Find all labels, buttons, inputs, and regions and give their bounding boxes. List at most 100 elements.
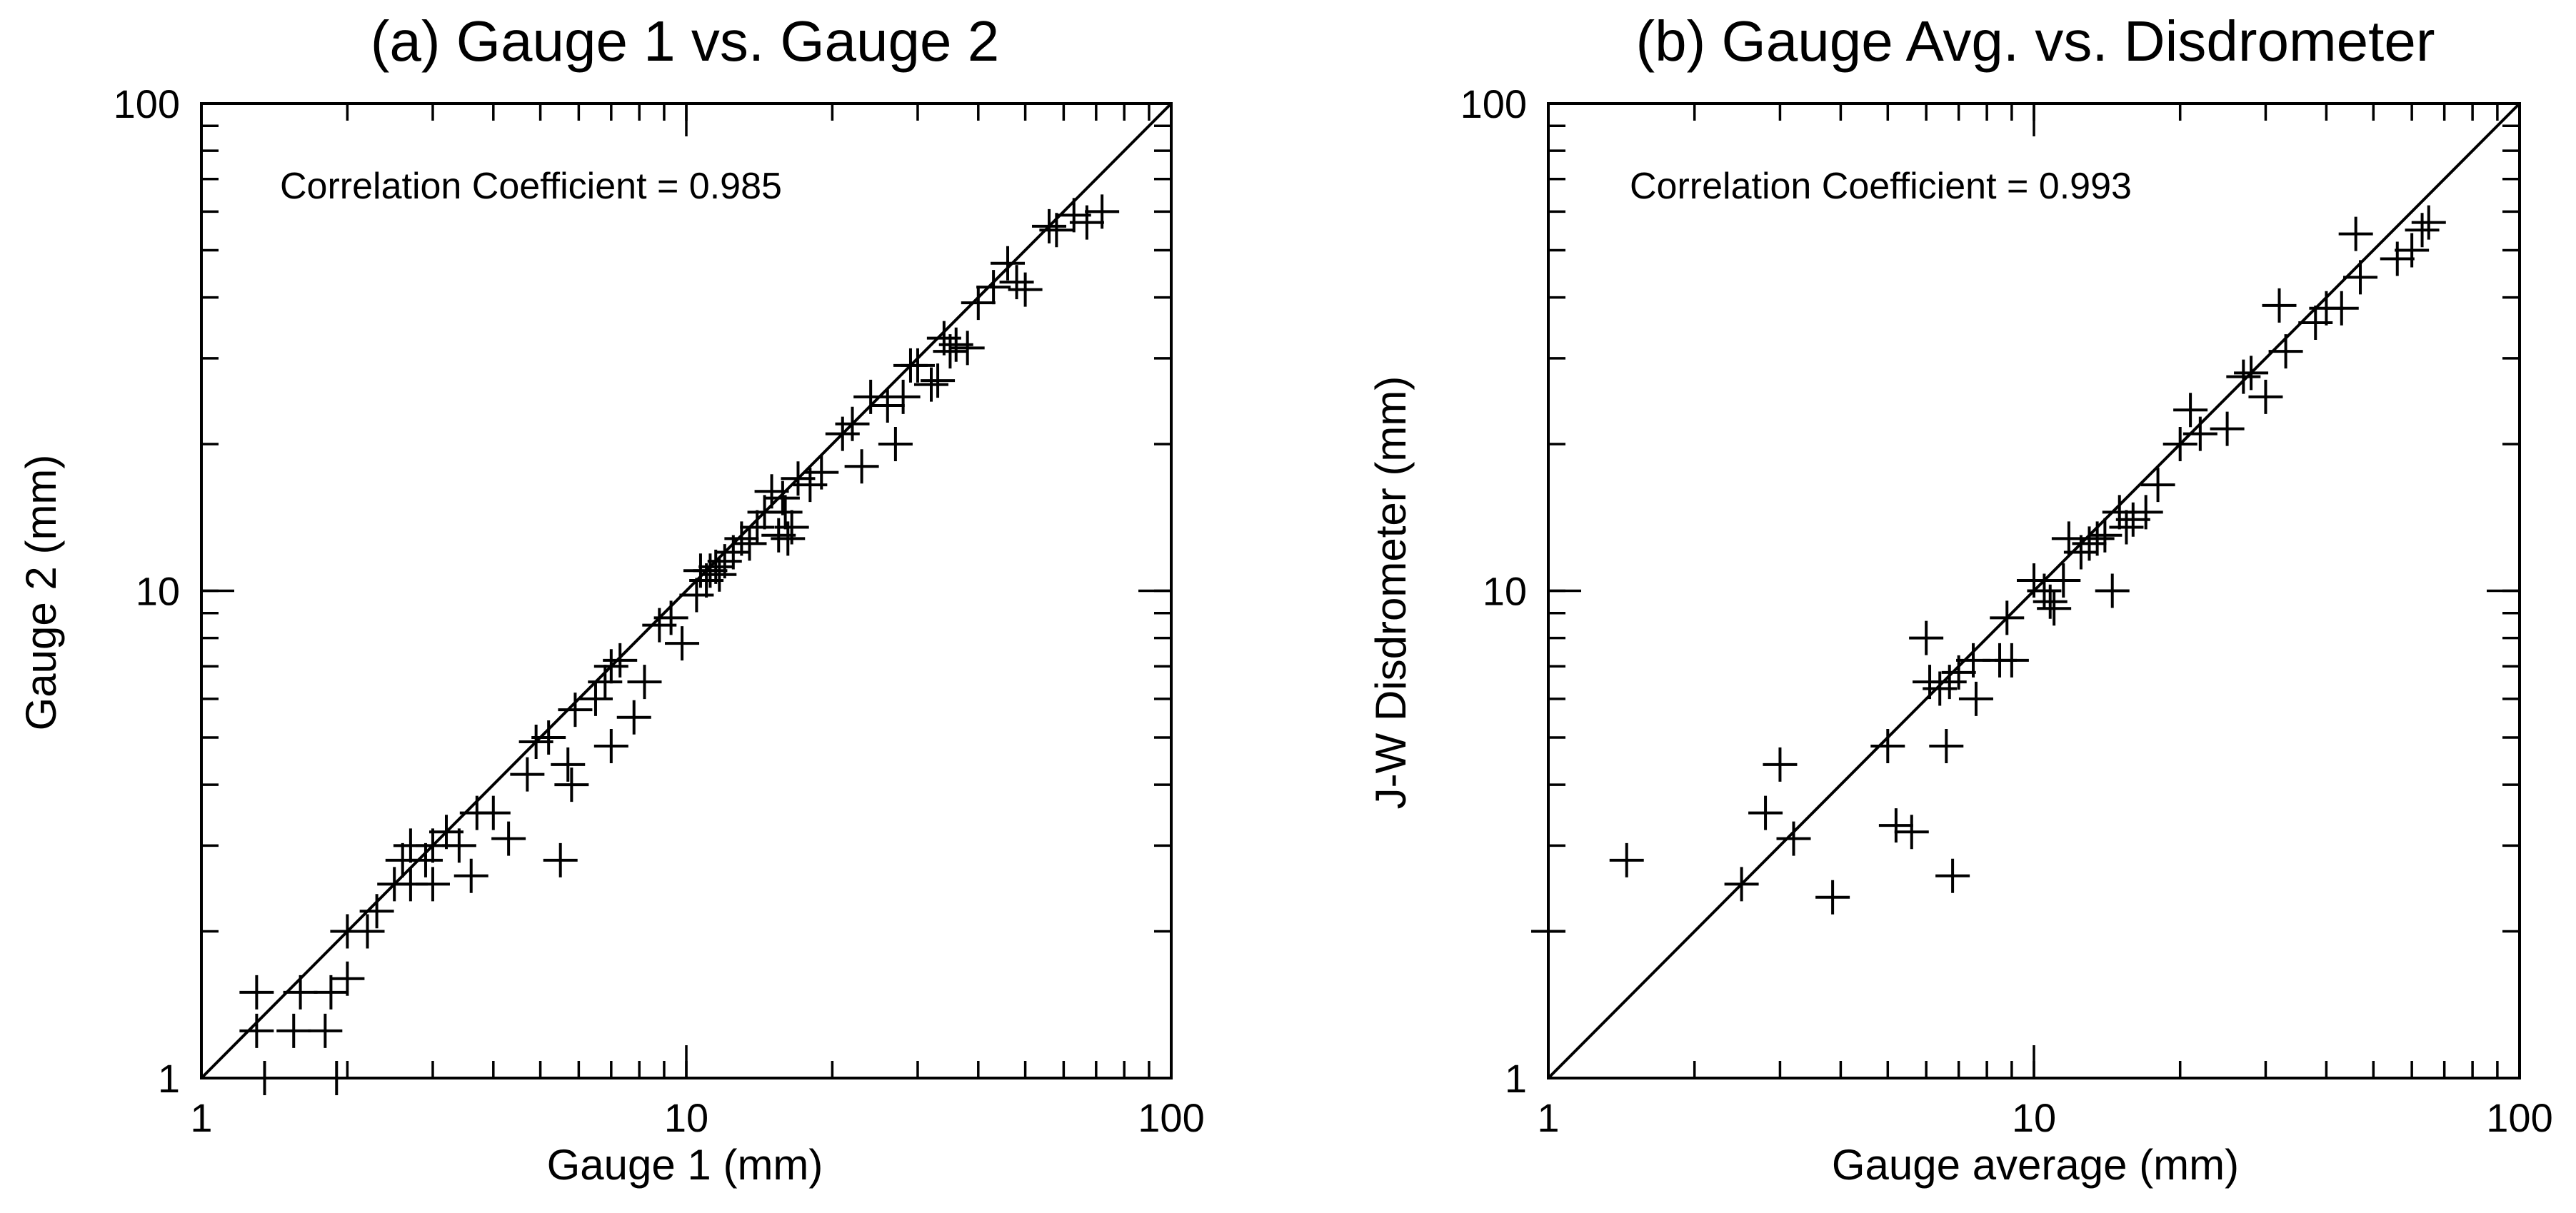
chart-b-plot-frame (1547, 102, 2521, 1079)
data-point (359, 894, 394, 929)
data-point (900, 348, 935, 383)
data-point (1008, 272, 1043, 307)
data-point (2343, 260, 2378, 295)
data-point (2033, 584, 2068, 619)
data-point (1748, 795, 1783, 830)
data-point (2088, 518, 2123, 553)
data-point (2234, 356, 2269, 391)
data-point (878, 427, 913, 462)
chart-b-title: (b) Gauge Avg. vs. Disdrometer (1636, 9, 2435, 73)
data-point (1894, 815, 1929, 850)
data-point (653, 600, 688, 635)
data-point (627, 665, 662, 700)
data-point (2173, 393, 2208, 428)
data-point (239, 1013, 274, 1048)
data-point (2128, 495, 2163, 530)
data-point (593, 729, 628, 764)
data-point (491, 821, 526, 856)
y-tick-label: 100 (1460, 81, 1527, 126)
data-point (578, 681, 613, 716)
data-point (1039, 213, 1074, 248)
data-point (870, 388, 905, 423)
data-point (283, 975, 318, 1010)
data-point (276, 1013, 311, 1048)
data-point (732, 526, 767, 561)
data-point (913, 367, 948, 402)
data-point (2411, 205, 2446, 240)
data-point (740, 510, 775, 545)
data-point (886, 379, 921, 414)
chart-b-markers (1531, 205, 2446, 949)
chart-a-xlabel: Gauge 1 (mm) (547, 1141, 823, 1189)
data-point (1609, 842, 1644, 877)
data-point (1870, 729, 1905, 764)
data-point (768, 495, 803, 530)
data-point (2140, 468, 2175, 503)
data-point (2324, 291, 2359, 326)
data-point (2046, 563, 2081, 598)
chart-b-ylabel: J-W Disdrometer (mm) (1367, 376, 1415, 810)
chart-a-correlation-annotation: Correlation Coefficient = 0.985 (280, 166, 782, 207)
data-point (961, 286, 996, 321)
data-point (314, 975, 349, 1010)
data-point (702, 557, 737, 592)
data-point (2405, 213, 2440, 248)
x-tick-label: 1 (1537, 1095, 1559, 1140)
data-point (693, 553, 728, 588)
data-point (761, 518, 796, 553)
y-tick-label: 10 (1483, 569, 1527, 614)
data-point (1724, 867, 1759, 902)
data-point (2226, 359, 2261, 394)
data-point (2248, 379, 2283, 414)
data-point (551, 747, 586, 782)
data-point (1958, 681, 1993, 716)
data-point (835, 406, 870, 441)
data-point (239, 975, 274, 1010)
data-point (1909, 620, 1944, 655)
chart-a-ylabel: Gauge 2 (mm) (17, 455, 65, 731)
data-point (950, 331, 985, 366)
x-tick-label: 10 (2012, 1095, 2056, 1140)
data-point (531, 720, 566, 755)
y-tick-label: 1 (1505, 1056, 1527, 1101)
x-tick-label: 10 (664, 1095, 708, 1140)
data-point (1032, 208, 1067, 243)
data-point (1935, 858, 1970, 893)
x-tick-label: 100 (2486, 1095, 2552, 1140)
data-point (415, 867, 450, 902)
chart-b-xlabel: Gauge average (mm) (1832, 1141, 2239, 1189)
data-point (2338, 216, 2373, 251)
x-tick-label: 100 (1138, 1095, 1204, 1140)
data-point (2109, 510, 2144, 545)
chart-b-correlation-annotation: Correlation Coefficient = 0.993 (1630, 166, 2132, 207)
data-point (774, 510, 809, 545)
data-point (2395, 233, 2430, 268)
data-point (825, 416, 860, 451)
data-point (543, 842, 578, 877)
data-point (716, 535, 751, 570)
data-point (991, 246, 1026, 281)
chart-a-ticks: 1 10 100 1 10 100 (114, 81, 1205, 1140)
data-point (308, 1013, 343, 1048)
data-point (2210, 411, 2245, 446)
data-point (698, 549, 733, 584)
data-point (1776, 821, 1811, 856)
data-point (689, 563, 724, 598)
data-point (588, 665, 623, 700)
data-point (765, 480, 800, 515)
data-point (804, 455, 839, 490)
data-point (1994, 643, 2029, 678)
data-point (1878, 808, 1913, 843)
chart-b: (b) Gauge Avg. vs. Disdrometer Gauge ave… (1367, 9, 2553, 1189)
data-point (1815, 880, 1850, 915)
y-tick-label: 10 (136, 569, 180, 614)
data-point (593, 649, 628, 684)
data-point (330, 961, 365, 996)
data-point (853, 379, 888, 414)
data-point (665, 626, 700, 661)
data-point (554, 767, 589, 802)
data-point (2037, 591, 2072, 626)
data-point (679, 578, 714, 613)
data-point (2072, 526, 2107, 561)
